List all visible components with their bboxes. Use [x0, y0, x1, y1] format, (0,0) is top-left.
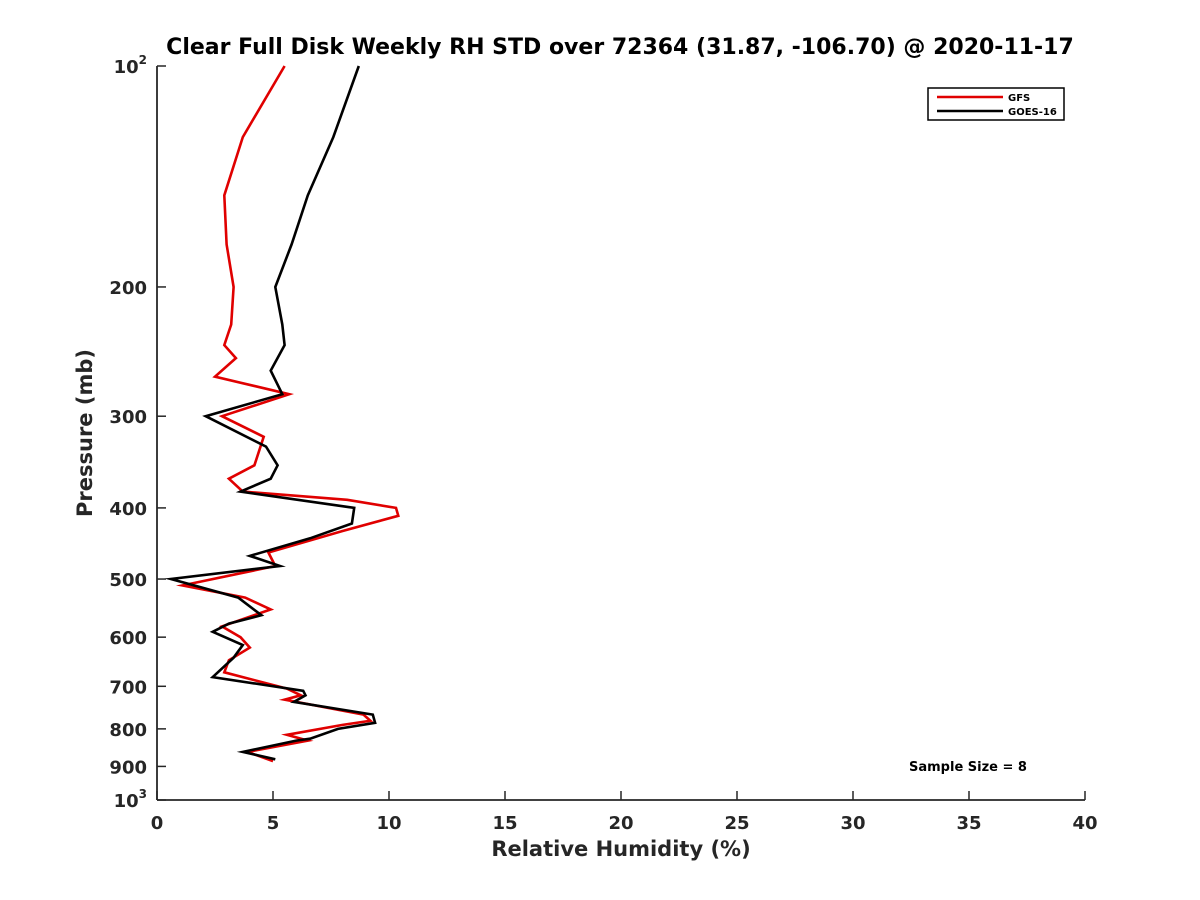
plot-area: 0 5 10 15 20 25 30 35 40 102 200 300 400 500 600 700 800…: [109, 53, 1097, 834]
y-tick-label: 700: [109, 677, 147, 698]
series-layer: [164, 65, 400, 763]
x-tick-label: 30: [840, 813, 865, 834]
x-axis-label: Relative Humidity (%): [491, 837, 750, 861]
x-tick-label: 25: [724, 813, 749, 834]
y-tick-label: 800: [109, 720, 147, 741]
y-tick-label: 103: [114, 787, 147, 812]
y-tick-label: 300: [109, 407, 147, 428]
chart-title: Clear Full Disk Weekly RH STD over 72364…: [166, 35, 1074, 60]
x-tick-label: 35: [956, 813, 981, 834]
axes-layer: 0 5 10 15 20 25 30 35 40 102 200 300 400 500 600 700 800…: [109, 53, 1097, 834]
x-tick-label: 20: [608, 813, 633, 834]
y-tick-label: 500: [109, 570, 147, 591]
sample-size-annotation: Sample Size = 8: [909, 760, 1027, 775]
y-tick-label: 102: [114, 53, 147, 78]
y-tick-label: 200: [109, 278, 147, 299]
x-tick-label: 40: [1072, 813, 1097, 834]
x-tick-label: 5: [267, 813, 280, 834]
y-axis-label: Pressure (mb): [73, 349, 97, 517]
legend-label-goes-16: GOES-16: [1008, 107, 1057, 118]
legend-box: [927, 87, 1065, 121]
series-line-goes-16: [164, 65, 377, 761]
legend: GFS GOES-16: [927, 87, 1065, 121]
y-tick-label: 600: [109, 628, 147, 649]
legend-label-gfs: GFS: [1008, 93, 1030, 104]
x-tick-label: 15: [492, 813, 517, 834]
y-tick-label: 900: [109, 757, 147, 778]
y-tick-label: 400: [109, 499, 147, 520]
x-tick-label: 0: [151, 813, 164, 834]
x-tick-label: 10: [376, 813, 401, 834]
